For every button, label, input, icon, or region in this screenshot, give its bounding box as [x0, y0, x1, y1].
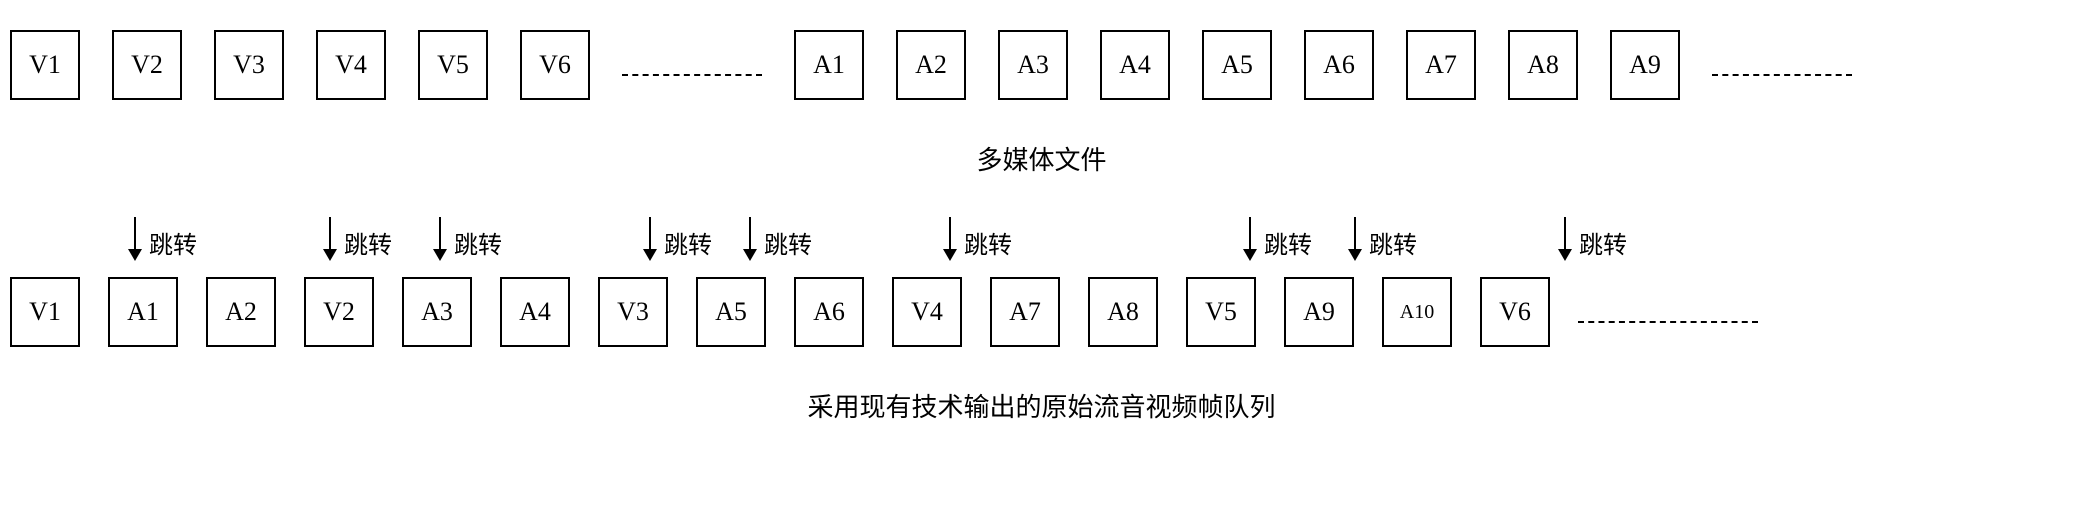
video-frame: V1: [10, 30, 80, 100]
frame: A6: [794, 277, 864, 347]
ellipsis: [1578, 321, 1758, 323]
video-frame: V6: [520, 30, 590, 100]
arrow-down-icon: [125, 217, 145, 261]
ellipsis: [622, 74, 762, 76]
audio-frame: A8: [1508, 30, 1578, 100]
arrow-down-icon: [1345, 217, 1365, 261]
frame: A1: [108, 277, 178, 347]
frame: A9: [1284, 277, 1354, 347]
jump-arrow: 跳转: [740, 217, 812, 261]
frame: A7: [990, 277, 1060, 347]
video-frame: V3: [214, 30, 284, 100]
frame: A3: [402, 277, 472, 347]
jump-arrow: 跳转: [1240, 217, 1312, 261]
ellipsis: [1712, 74, 1852, 76]
frame: A5: [696, 277, 766, 347]
audio-frame: A7: [1406, 30, 1476, 100]
audio-frame: A6: [1304, 30, 1374, 100]
jump-arrow: 跳转: [320, 217, 392, 261]
jump-arrow: 跳转: [430, 217, 502, 261]
jump-arrow: 跳转: [940, 217, 1012, 261]
frame: V3: [598, 277, 668, 347]
multimedia-diagram: V1 V2 V3 V4 V5 V6 A1 A2 A3 A4 A5 A6 A7 A…: [10, 30, 2073, 424]
jump-label: 跳转: [664, 225, 712, 260]
frame: A2: [206, 277, 276, 347]
jump-label: 跳转: [1264, 225, 1312, 260]
jump-label: 跳转: [964, 225, 1012, 260]
video-frame: V2: [112, 30, 182, 100]
caption-bottom: 采用现有技术输出的原始流音视频帧队列: [10, 387, 2073, 424]
frame: A4: [500, 277, 570, 347]
frame: V5: [1186, 277, 1256, 347]
audio-frame: A1: [794, 30, 864, 100]
frame: V1: [10, 277, 80, 347]
jump-arrow: 跳转: [1555, 217, 1627, 261]
jump-label: 跳转: [764, 225, 812, 260]
audio-frame: A9: [1610, 30, 1680, 100]
jump-arrow: 跳转: [640, 217, 712, 261]
video-frame: V5: [418, 30, 488, 100]
arrow-down-icon: [640, 217, 660, 261]
frame: V2: [304, 277, 374, 347]
frame: V6: [1480, 277, 1550, 347]
top-row: V1 V2 V3 V4 V5 V6 A1 A2 A3 A4 A5 A6 A7 A…: [10, 30, 2073, 100]
frame: A10: [1382, 277, 1452, 347]
arrow-down-icon: [1240, 217, 1260, 261]
frame: V4: [892, 277, 962, 347]
jump-label: 跳转: [149, 225, 197, 260]
jump-arrow: 跳转: [1345, 217, 1417, 261]
arrow-down-icon: [940, 217, 960, 261]
caption-top: 多媒体文件: [10, 140, 2073, 177]
jump-arrow: 跳转: [125, 217, 197, 261]
arrow-down-icon: [1555, 217, 1575, 261]
arrows-row: 跳转 跳转 跳转 跳转 跳转 跳转 跳转 跳转 跳转: [10, 217, 2073, 277]
frame: A8: [1088, 277, 1158, 347]
bottom-row: V1 A1 A2 V2 A3 A4 V3 A5 A6 V4 A7 A8 V5 A…: [10, 277, 2073, 347]
audio-frame: A5: [1202, 30, 1272, 100]
arrow-down-icon: [430, 217, 450, 261]
audio-frame: A4: [1100, 30, 1170, 100]
jump-label: 跳转: [454, 225, 502, 260]
audio-frame: A3: [998, 30, 1068, 100]
jump-label: 跳转: [344, 225, 392, 260]
video-frame: V4: [316, 30, 386, 100]
arrow-down-icon: [320, 217, 340, 261]
arrow-down-icon: [740, 217, 760, 261]
jump-label: 跳转: [1369, 225, 1417, 260]
audio-frame: A2: [896, 30, 966, 100]
jump-label: 跳转: [1579, 225, 1627, 260]
